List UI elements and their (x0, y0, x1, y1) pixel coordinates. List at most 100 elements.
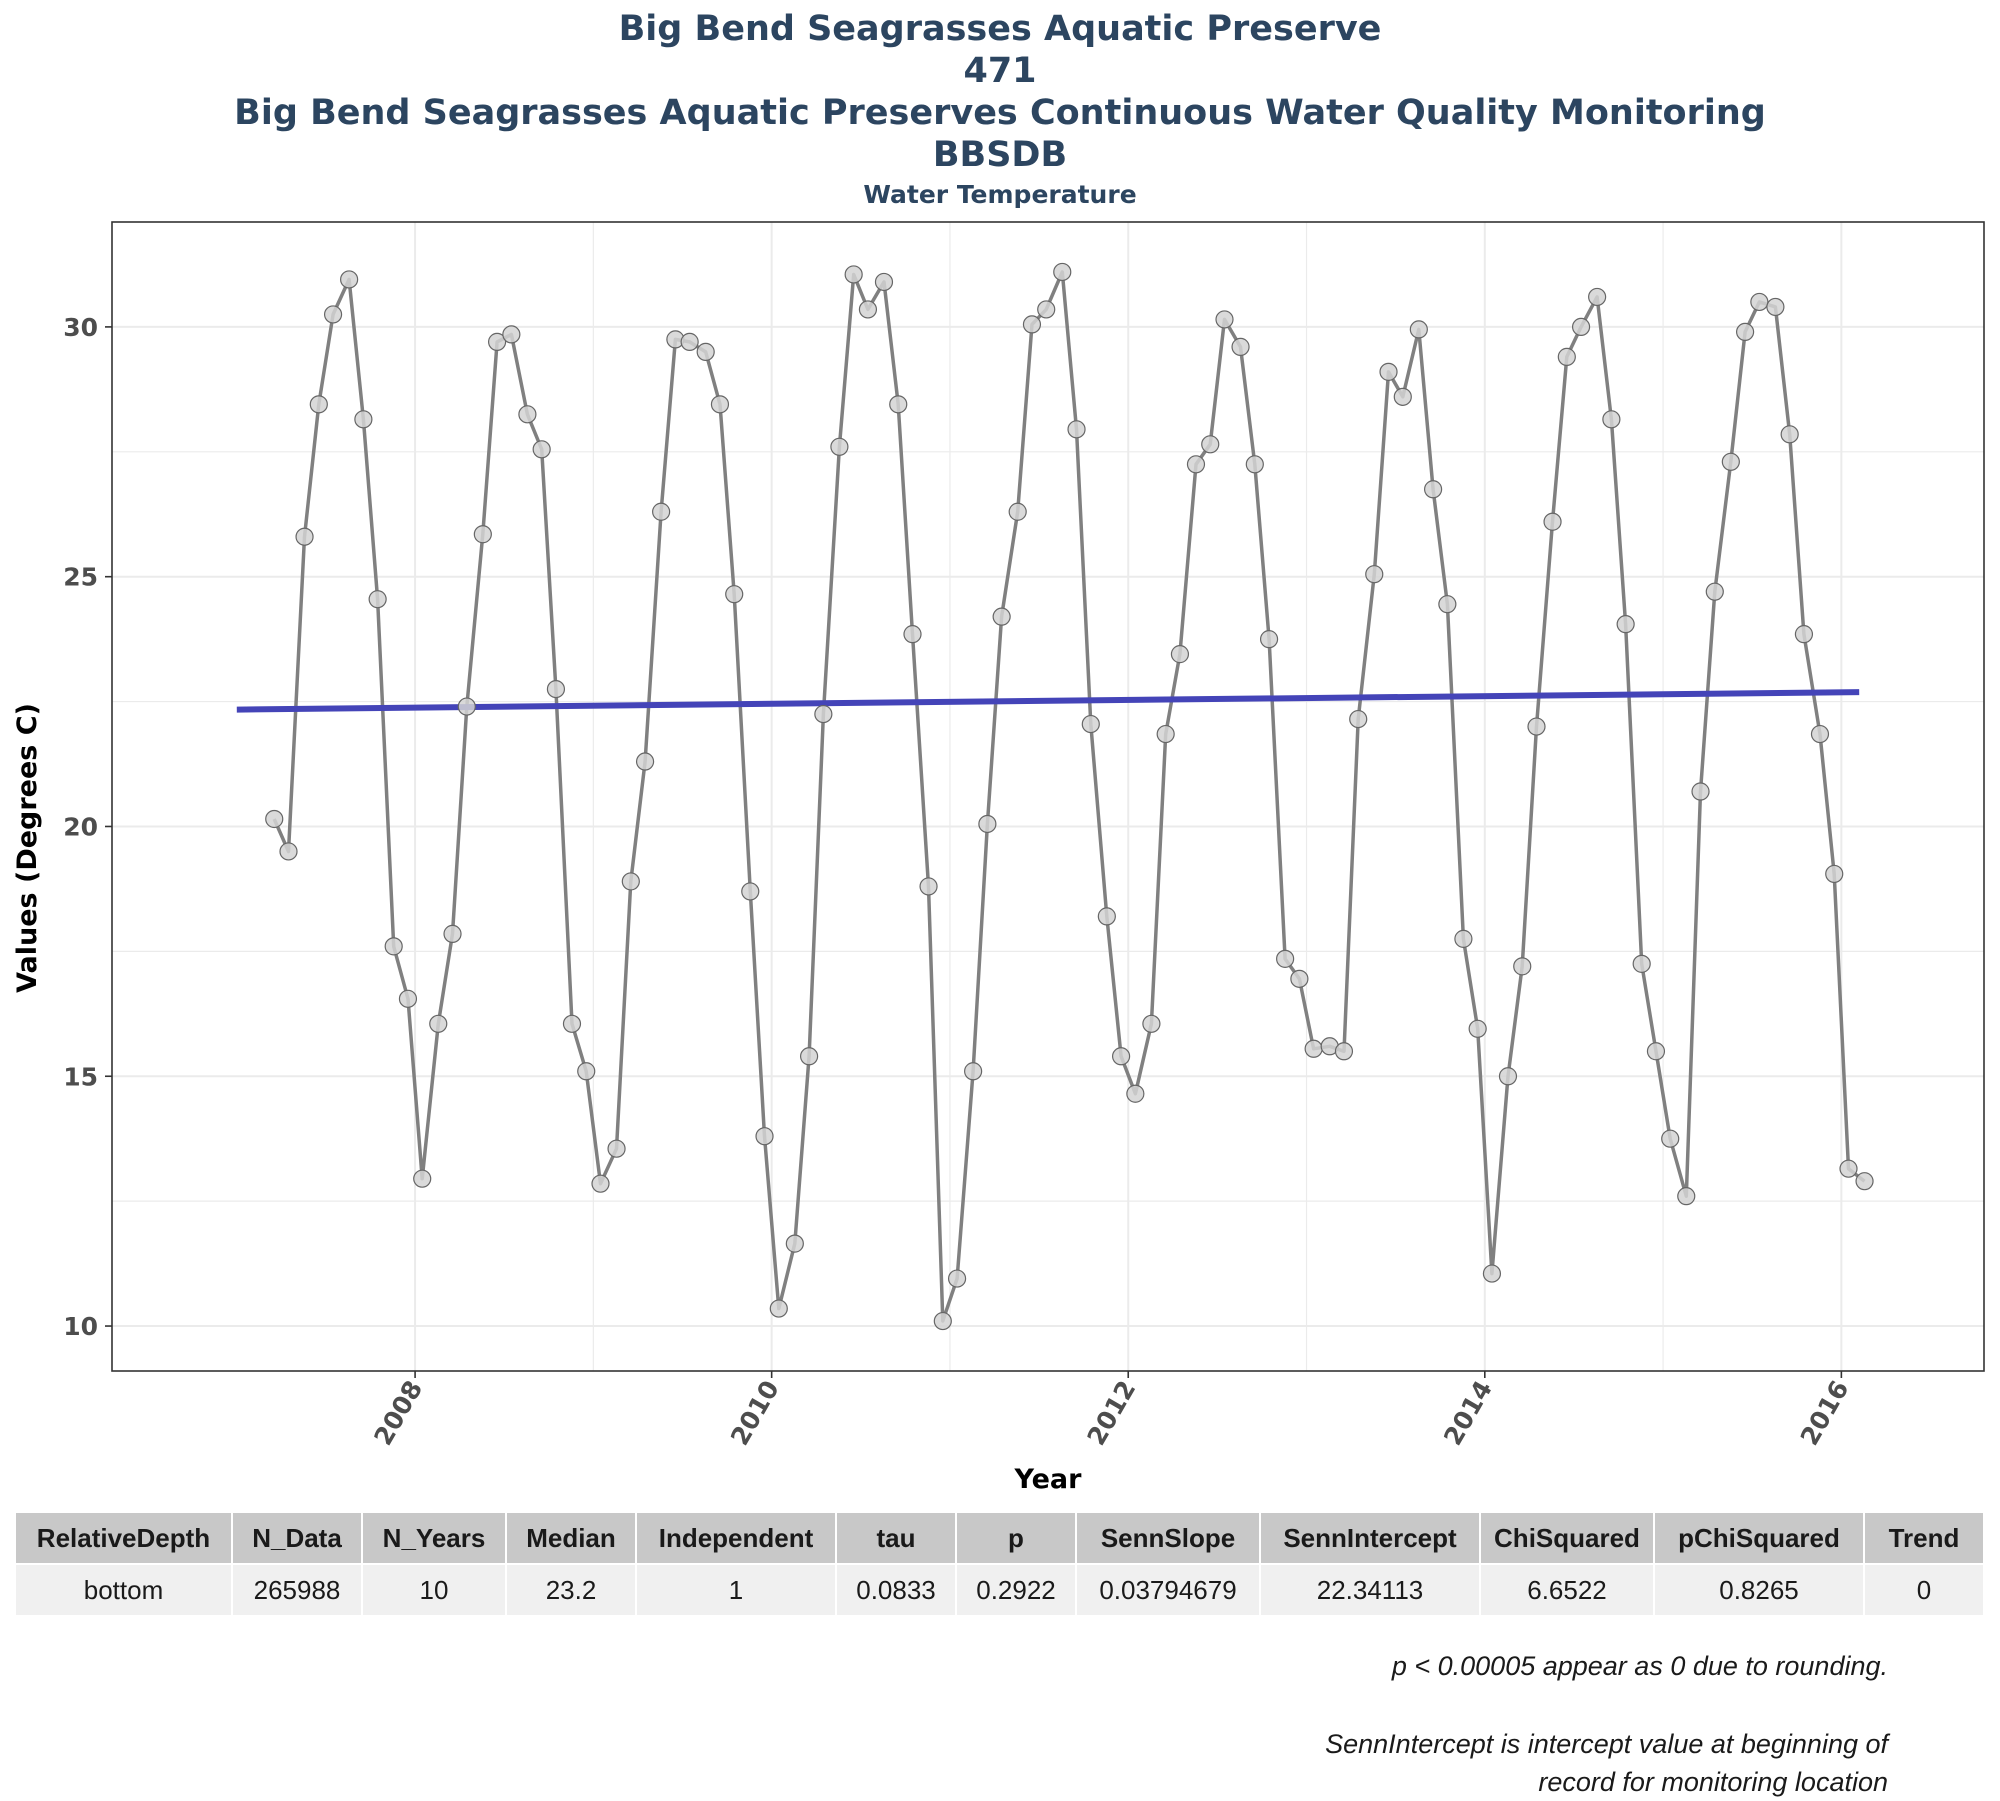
trend-line (236, 689, 1860, 713)
data-point (1126, 1084, 1145, 1103)
chart-titles: Big Bend Seagrasses Aquatic Preserve 471… (0, 8, 2000, 212)
data-point (546, 679, 566, 699)
header-cell: pChiSquared (1654, 1513, 1865, 1564)
chart-title-line3: Big Bend Seagrasses Aquatic Preserves Co… (234, 93, 1766, 133)
chart-title-line1: Big Bend Seagrasses Aquatic Preserve (618, 9, 1382, 49)
data-point (368, 590, 387, 609)
data-point (1677, 1187, 1696, 1206)
data-point (1454, 929, 1473, 948)
y-axis-ticks: 10 15 20 25 30 (63, 313, 112, 1341)
y-tick-label: 25 (63, 563, 98, 592)
data-point (1053, 262, 1072, 282)
data-point (1245, 455, 1264, 474)
data-point (992, 607, 1011, 626)
intercept-note-line2: record for monitoring location (1538, 1767, 1888, 1797)
data-point (1705, 582, 1724, 601)
y-tick-label: 30 (63, 313, 98, 342)
data-point (710, 395, 730, 414)
x-axis-ticks: 2008 2010 2012 2014 2016 (368, 1371, 1855, 1451)
x-tick-label: 2008 (368, 1376, 428, 1451)
data-point (340, 270, 359, 289)
data-point (295, 527, 314, 546)
data-point (1111, 1047, 1131, 1066)
data-point (1482, 1264, 1502, 1283)
table-cell: 22.34113 (1260, 1563, 1481, 1615)
data-point (680, 332, 699, 351)
data-point (1304, 1039, 1323, 1058)
data-point (1231, 337, 1250, 356)
data-point (473, 525, 492, 544)
data-point (769, 1299, 788, 1318)
data-point (1409, 320, 1428, 339)
data-point (413, 1169, 432, 1188)
table-cell: 265988 (232, 1563, 363, 1615)
data-point (1423, 480, 1443, 499)
x-tick-label: 2012 (1082, 1376, 1142, 1451)
header-cell: N_Years (362, 1513, 507, 1564)
data-point (1735, 322, 1755, 342)
data-point (1691, 782, 1710, 801)
data-point (1721, 452, 1740, 471)
header-cell: N_Data (232, 1513, 363, 1564)
data-point (1780, 425, 1799, 444)
data-point (1810, 724, 1830, 744)
table-cell: 23.2 (506, 1563, 637, 1615)
data-point (1008, 502, 1027, 521)
stats-table: RelativeDepth N_Data N_Years Median Inde… (16, 1513, 1985, 1615)
table-cell: 0 (1864, 1563, 1985, 1615)
data-point (696, 342, 715, 361)
data-point (607, 1139, 626, 1158)
data-point (1290, 969, 1309, 988)
data-point (621, 872, 640, 891)
data-point (844, 265, 863, 284)
data-point (652, 502, 671, 521)
data-point (1602, 410, 1621, 429)
data-point (577, 1062, 596, 1081)
data-point (1037, 300, 1056, 319)
data-point (1097, 907, 1116, 926)
data-point (1393, 387, 1412, 406)
stats-table-header-row: RelativeDepth N_Data N_Years Median Inde… (16, 1513, 1985, 1564)
data-point (858, 300, 878, 319)
header-cell: RelativeDepth (16, 1513, 233, 1564)
data-point (1557, 347, 1576, 366)
data-point (309, 395, 328, 414)
data-point (919, 877, 938, 896)
data-point (1067, 420, 1086, 439)
p-value-note: p < 0.00005 appear as 0 due to rounding. (1391, 1651, 1888, 1681)
chart-area: 10 15 20 25 30 2008 2010 2012 2014 2016 Year Val… (12, 221, 1985, 1495)
table-cell: 10 (362, 1563, 507, 1615)
header-cell: Median (506, 1513, 637, 1564)
y-tick-label: 20 (63, 812, 98, 841)
header-cell: Independent (636, 1513, 837, 1564)
data-point (532, 440, 551, 459)
data-point (635, 752, 655, 771)
chart-title-line4: BBSDB (932, 135, 1068, 175)
table-row: bottom 265988 10 23.2 1 0.0833 0.2922 0.… (16, 1563, 1985, 1615)
data-point (1379, 362, 1398, 381)
data-point (814, 704, 833, 724)
data-point (978, 814, 997, 834)
data-point (384, 937, 403, 956)
header-cell: p (956, 1513, 1077, 1564)
data-point (323, 305, 343, 324)
table-cell: 0.2922 (956, 1563, 1077, 1615)
data-point (1201, 435, 1220, 454)
data-point (903, 625, 922, 644)
data-point (799, 1047, 819, 1066)
header-cell: SennIntercept (1260, 1513, 1481, 1564)
data-points (265, 262, 1874, 1331)
data-point (1571, 317, 1591, 337)
data-point (1661, 1129, 1680, 1148)
x-tick-label: 2016 (1795, 1376, 1855, 1451)
data-point (279, 842, 298, 861)
data-point (1766, 297, 1785, 317)
table-cell: 0.0833 (836, 1563, 957, 1615)
data-point (1365, 565, 1384, 584)
table-cell: 6.6522 (1480, 1563, 1655, 1615)
data-point (964, 1062, 983, 1081)
chart-title-line2: 471 (963, 51, 1037, 91)
data-point (947, 1269, 967, 1288)
data-point (591, 1174, 610, 1193)
x-tick-label: 2010 (725, 1376, 785, 1451)
